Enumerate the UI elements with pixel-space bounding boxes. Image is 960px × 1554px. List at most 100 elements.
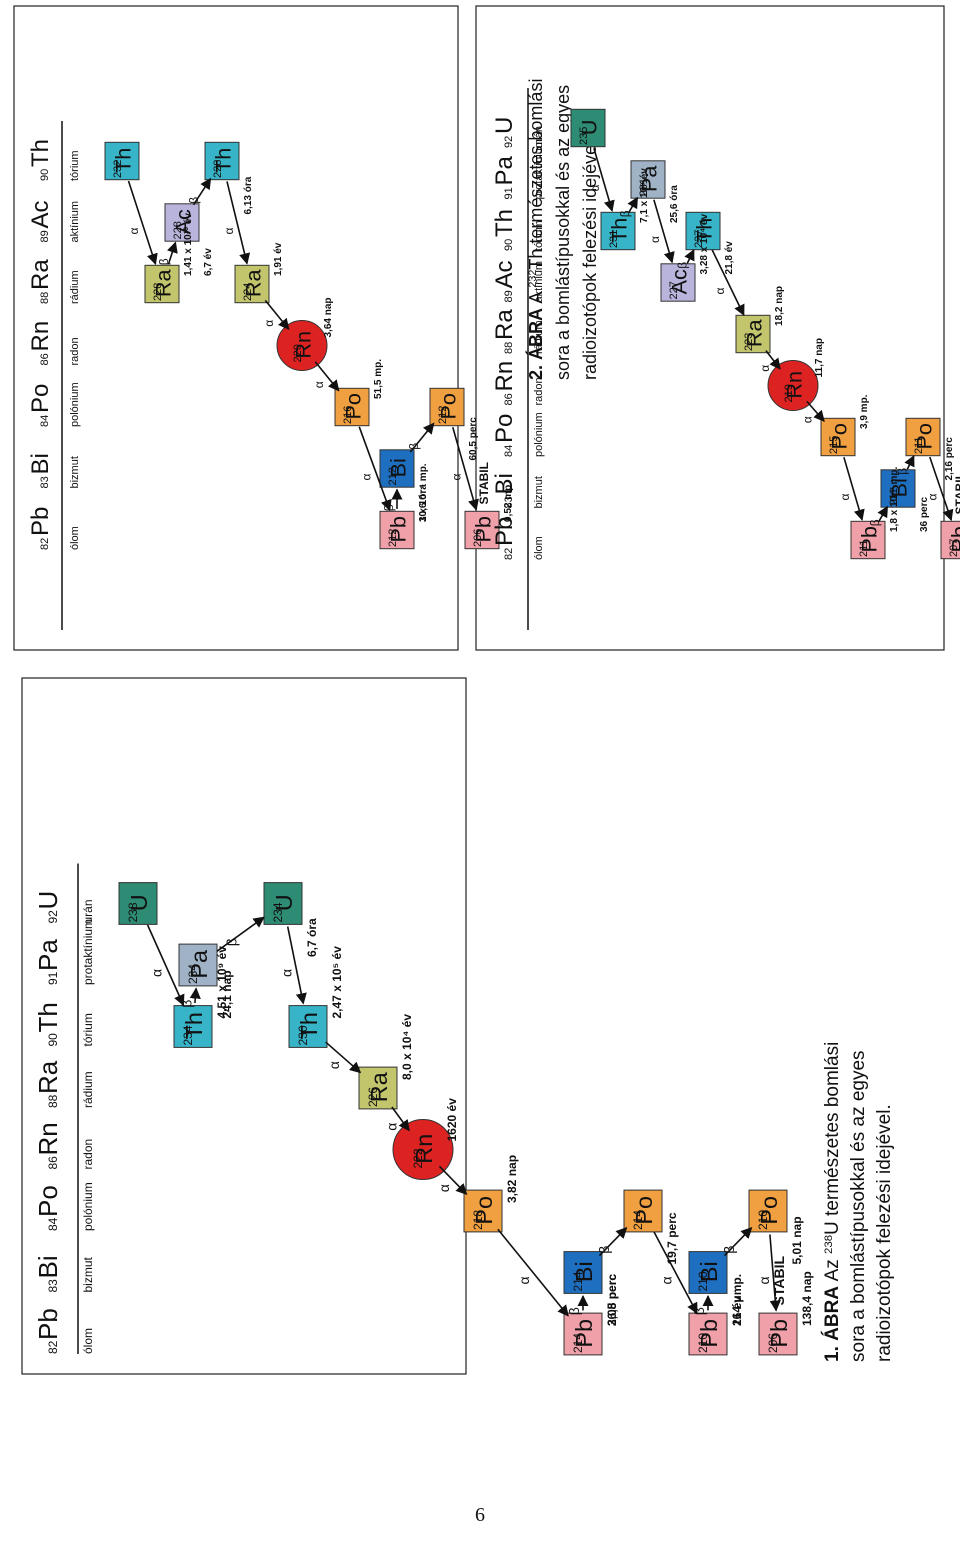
- element-name: bizmut: [533, 476, 545, 508]
- nuclide-box: [563, 1312, 603, 1356]
- nuclide-box: [685, 211, 721, 251]
- nuclide-symbol: Pb: [571, 1319, 597, 1348]
- decay-step: α 1,8 x 10⁻³ mp.: [838, 457, 900, 532]
- decay-type: β: [224, 938, 240, 946]
- nuclide-box: [688, 1251, 728, 1294]
- caption-line-2: sora a bomlástípusokkal és az egyes: [553, 85, 573, 380]
- nuclide-symbol: Ra: [741, 319, 766, 348]
- decay-arrow: [598, 1227, 628, 1257]
- element-header-pb: 82 Pb ólom: [27, 507, 81, 550]
- decay-step: α 3 x 10⁻⁴ mp.: [358, 426, 429, 522]
- nuclide-symbol: Po: [435, 393, 460, 419]
- decay-step: β 60,5 perc: [407, 417, 479, 461]
- half-life-label: 21,8 év: [724, 241, 735, 275]
- mass-number: 210: [696, 1333, 710, 1353]
- decay-step: β 21 év: [691, 1294, 744, 1326]
- decay-type: α: [713, 288, 727, 295]
- nuclide-box: [104, 141, 140, 181]
- element-name: urán: [533, 126, 545, 148]
- decay-arrow: [286, 926, 307, 1005]
- decay-type: α: [659, 1276, 675, 1284]
- element-symbol: Rn: [33, 1122, 63, 1155]
- mass-number: 211: [858, 539, 870, 557]
- mass-number: 215: [828, 436, 840, 454]
- element-name: tórium: [69, 150, 81, 181]
- nuclide-box: [173, 1005, 213, 1048]
- decay-arrow: [593, 148, 615, 212]
- decay-step: β 6,7 év: [157, 241, 214, 276]
- element-symbol: Ra: [33, 1060, 63, 1094]
- half-life-label: 19,7 perc: [665, 1212, 679, 1264]
- element-name: radon: [533, 377, 545, 405]
- decay-type: α: [326, 1061, 342, 1069]
- figure-caption: 2. ÁBRA A 232Th természetes bomlási sora …: [525, 79, 600, 380]
- decay-arrow: [929, 456, 954, 522]
- decay-arrow: [653, 199, 675, 264]
- half-life-label: 3,05 perc: [605, 1274, 619, 1326]
- element-symbol: U: [33, 891, 63, 910]
- half-life-label: 3,64 nap: [323, 297, 334, 337]
- nuclide-symbol: Th: [296, 1012, 322, 1039]
- mass-number: 220: [292, 344, 304, 362]
- nuclide-symbol: Th: [606, 218, 631, 243]
- decay-arrow: [391, 1106, 410, 1132]
- decay-step: α 3,9 mp.: [801, 394, 871, 429]
- atomic-number: 90: [39, 169, 51, 181]
- decay-arrow: [723, 1227, 753, 1257]
- element-symbol: Th: [491, 209, 518, 237]
- half-life-label: 6,7 év: [203, 248, 214, 276]
- decay-step: α 3,64 nap: [262, 297, 334, 337]
- element-symbol: Rn: [491, 361, 518, 392]
- half-life-label: 1,8 x 10⁻³ mp.: [889, 466, 900, 532]
- decay-type: β: [187, 197, 201, 204]
- decay-type: β: [407, 443, 421, 450]
- element-header-bi: 83 Bi bizmut: [27, 453, 81, 488]
- nuclide-symbol: Rn: [411, 1134, 437, 1164]
- stable-label: STABIL: [477, 462, 491, 504]
- half-life-label: 11,7 nap: [814, 338, 825, 377]
- svg-text:1. ÁBRA Az 238U természetes bo: 1. ÁBRA Az 238U természetes bomlási: [821, 1042, 843, 1362]
- mass-number: 214: [571, 1271, 585, 1291]
- decay-arrow: [653, 1231, 698, 1315]
- caption-mass: 232: [527, 270, 539, 288]
- half-life-label: 1,41 x 10¹⁰ év: [183, 213, 194, 276]
- decay-step: β 26,8 perc: [566, 1274, 619, 1326]
- atomic-number: 82: [39, 538, 51, 550]
- half-life-label: 3,9 mp.: [859, 394, 870, 429]
- decay-type: α: [436, 1184, 452, 1192]
- mass-number: 210: [696, 1271, 710, 1291]
- nuclide-symbol: Pb: [470, 516, 495, 542]
- element-header-po: 84 Po polónium: [491, 412, 545, 457]
- decay-step: α 7,1 x 10⁸ év: [588, 148, 650, 223]
- decay-arrow: [904, 454, 915, 470]
- element-symbol: Th: [33, 1002, 63, 1032]
- caption-label: 1. ÁBRA: [821, 1281, 843, 1362]
- decay-type: β: [691, 1307, 707, 1315]
- mass-number: 226: [366, 1087, 380, 1107]
- element-symbol: Th: [27, 139, 54, 167]
- decay-type: α: [149, 969, 165, 977]
- atomic-number: 84: [39, 415, 51, 427]
- decay-arrow: [877, 505, 889, 523]
- nuclide-u-238: 238U: [118, 882, 158, 925]
- decay-type: β: [618, 210, 632, 217]
- caption-line-3: radioizotópok felezési idejével.: [580, 136, 600, 380]
- nuclide-symbol: Po: [471, 1196, 497, 1225]
- decay-arrow: [189, 987, 201, 1004]
- nuclide-box: [623, 1189, 663, 1233]
- decay-type: α: [926, 494, 940, 501]
- decay-step: β 6,13 óra: [187, 176, 254, 214]
